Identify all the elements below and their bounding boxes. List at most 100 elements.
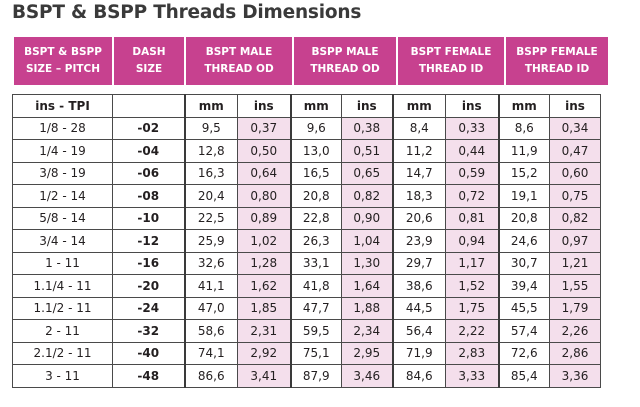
table-cell: ins [445, 94, 499, 118]
table-cell: ins [549, 94, 601, 118]
table-cell: 1 - 11 [12, 251, 113, 275]
table-cell: 1,02 [237, 229, 291, 253]
table-row: 1 - 11 -16 32,6 1,28 33,1 1,30 29,7 1,17 30,7 1,2… [12, 251, 601, 275]
table-cell: 59,5 [289, 319, 342, 343]
page-title: BSPT & BSPP Threads Dimensions [12, 2, 362, 23]
table-cell: 2,83 [445, 341, 499, 365]
table-cell: 56,4 [391, 319, 446, 343]
units-row: ins - TPI mm ins mm ins mm ins mm ins [12, 94, 601, 118]
table-cell: -12 [112, 229, 185, 253]
table-cell: 84,6 [391, 364, 446, 388]
table-cell: 3/8 - 19 [12, 161, 113, 185]
header-line: BSPT FEMALE [410, 46, 492, 58]
table-cell: 86,6 [183, 364, 238, 388]
table-cell [112, 94, 185, 118]
header-row: BSPT & BSPP SIZE – PITCH DASH SIZE BSPT MALE… [14, 37, 608, 85]
table-cell: ins [237, 94, 291, 118]
table-cell: 30,7 [497, 251, 550, 275]
table-cell: 0,94 [445, 229, 499, 253]
table-cell: 1,75 [445, 296, 499, 320]
table-cell: 9,6 [289, 116, 342, 140]
table-cell: -32 [112, 319, 185, 343]
table-cell: 58,6 [183, 319, 238, 343]
table-row: 3/4 - 14 -12 25,9 1,02 26,3 1,04 23,9 0,94 24,6 0… [12, 229, 601, 253]
table-cell: 11,9 [497, 139, 550, 163]
table-cell: 85,4 [497, 364, 550, 388]
table-cell: 15,2 [497, 161, 550, 185]
table-cell: 0,59 [445, 161, 499, 185]
header-line: THREAD OD [204, 63, 274, 75]
table-cell: 20,8 [497, 206, 550, 230]
table-row: 3 - 11 -48 86,6 3,41 87,9 3,46 84,6 3,33 85,4 3,3… [12, 364, 601, 388]
table-cell: 1,85 [237, 296, 291, 320]
table-cell: 2,31 [237, 319, 291, 343]
table-cell: mm [391, 94, 446, 118]
table-cell: 47,7 [289, 296, 342, 320]
table-cell: 71,9 [391, 341, 446, 365]
table-cell: 0,38 [341, 116, 393, 140]
table-cell: 16,5 [289, 161, 342, 185]
table-cell: 1.1/4 - 11 [12, 274, 113, 298]
table-cell: 3,46 [341, 364, 393, 388]
table-cell: 72,6 [497, 341, 550, 365]
table-cell: 20,6 [391, 206, 446, 230]
table-cell: 1,17 [445, 251, 499, 275]
table-cell: 39,4 [497, 274, 550, 298]
table-cell: 2,92 [237, 341, 291, 365]
table-cell: 1,79 [549, 296, 601, 320]
table-cell: 25,9 [183, 229, 238, 253]
table-cell: 2,22 [445, 319, 499, 343]
table-cell: 0,81 [445, 206, 499, 230]
header-cell: BSPT FEMALE THREAD ID [398, 37, 504, 85]
table-cell: -02 [112, 116, 185, 140]
table-cell: 2,26 [549, 319, 601, 343]
table-cell: 20,8 [289, 184, 342, 208]
table-cell: 2,95 [341, 341, 393, 365]
table-cell: 33,1 [289, 251, 342, 275]
table-cell: -40 [112, 341, 185, 365]
table-cell: 3,33 [445, 364, 499, 388]
table-cell: 18,3 [391, 184, 446, 208]
table-cell: 0,90 [341, 206, 393, 230]
table-row: 1/4 - 19 -04 12,8 0,50 13,0 0,51 11,2 0,44 11,9 0… [12, 139, 601, 163]
table-cell: 8,6 [497, 116, 550, 140]
table-cell: 12,8 [183, 139, 238, 163]
table-cell: ins - TPI [12, 94, 113, 118]
table-cell: 0,51 [341, 139, 393, 163]
table-cell: 3 - 11 [12, 364, 113, 388]
table-cell: -08 [112, 184, 185, 208]
table-cell: 0,65 [341, 161, 393, 185]
table-cell: 20,4 [183, 184, 238, 208]
table-cell: 0,64 [237, 161, 291, 185]
header-line: BSPT MALE [205, 46, 273, 58]
table-cell: 41,1 [183, 274, 238, 298]
header-cell: BSPT & BSPP SIZE – PITCH [14, 37, 112, 85]
table-cell: 0,33 [445, 116, 499, 140]
table-cell: 87,9 [289, 364, 342, 388]
header-line: SIZE – PITCH [25, 63, 101, 75]
table-cell: mm [183, 94, 238, 118]
table-cell: 0,34 [549, 116, 601, 140]
table-cell: -48 [112, 364, 185, 388]
table-cell: -24 [112, 296, 185, 320]
table-cell: 1,28 [237, 251, 291, 275]
table-cell: 0,47 [549, 139, 601, 163]
table-cell: 1,52 [445, 274, 499, 298]
table-cell: 22,5 [183, 206, 238, 230]
table-cell: 2 - 11 [12, 319, 113, 343]
header-line: DASH [132, 46, 166, 58]
table-cell: -16 [112, 251, 185, 275]
table-row: 1/8 - 28 -02 9,5 0,37 9,6 0,38 8,4 0,33 8,6 0,34 [12, 116, 601, 140]
table-cell: 5/8 - 14 [12, 206, 113, 230]
header-cell: DASH SIZE [114, 37, 184, 85]
table-cell: 57,4 [497, 319, 550, 343]
table-cell: 16,3 [183, 161, 238, 185]
table-cell: 0,37 [237, 116, 291, 140]
table-cell: 74,1 [183, 341, 238, 365]
table-cell: -10 [112, 206, 185, 230]
table-cell: 13,0 [289, 139, 342, 163]
table-cell: 3/4 - 14 [12, 229, 113, 253]
table-cell: 22,8 [289, 206, 342, 230]
table-cell: -20 [112, 274, 185, 298]
table-cell: 0,72 [445, 184, 499, 208]
